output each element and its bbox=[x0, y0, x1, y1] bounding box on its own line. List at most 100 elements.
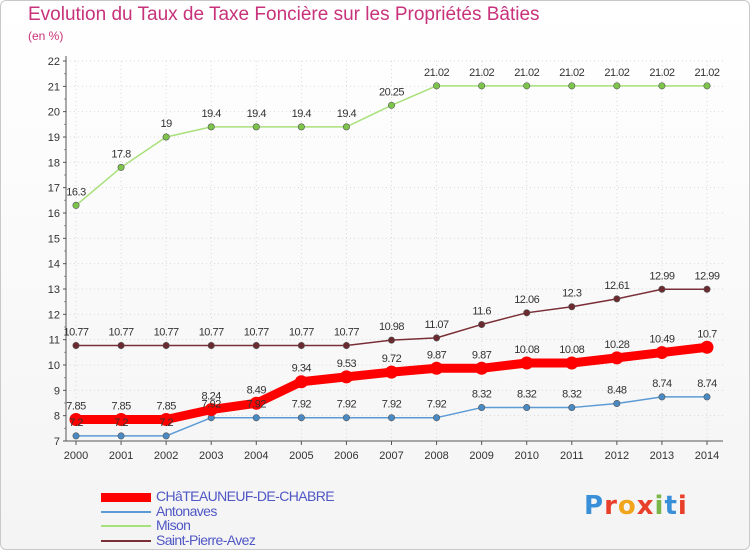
series-layer bbox=[69, 82, 714, 440]
data-label-antonaves: 8.32 bbox=[562, 389, 582, 401]
point-mison bbox=[523, 82, 531, 90]
point-antonaves bbox=[387, 414, 395, 422]
data-label-saint-pierre-avez: 10.77 bbox=[63, 326, 88, 338]
y-tick-label: 22 bbox=[48, 56, 60, 68]
data-label-mison: 20.25 bbox=[379, 86, 404, 98]
data-label-antonaves: 7.92 bbox=[382, 399, 402, 411]
point-saint-pierre-avez bbox=[162, 341, 170, 349]
data-label-saint-pierre-avez: 10.98 bbox=[379, 321, 404, 333]
point-ch-teauneuf-de-chabre bbox=[159, 412, 173, 426]
data-label-saint-pierre-avez: 11.07 bbox=[424, 319, 449, 331]
data-label-saint-pierre-avez: 10.77 bbox=[289, 326, 314, 338]
point-ch-teauneuf-de-chabre bbox=[700, 340, 714, 354]
point-antonaves bbox=[342, 414, 350, 422]
x-tick-label: 2002 bbox=[154, 450, 178, 462]
data-label-ch-teauneuf-de-chabre: 9.53 bbox=[337, 358, 357, 370]
brand-logo: Proxiti bbox=[584, 491, 688, 521]
point-mison bbox=[387, 101, 395, 109]
data-label-saint-pierre-avez: 12.99 bbox=[694, 270, 719, 282]
point-antonaves bbox=[613, 400, 621, 408]
point-ch-teauneuf-de-chabre bbox=[655, 346, 669, 360]
point-mison bbox=[207, 123, 215, 131]
y-tick-label: 10 bbox=[48, 360, 60, 372]
legend-label: CHâTEAUNEUF-DE-CHABRE bbox=[156, 488, 335, 504]
point-saint-pierre-avez bbox=[252, 341, 260, 349]
data-label-saint-pierre-avez: 10.77 bbox=[109, 326, 134, 338]
data-label-mison: 19.4 bbox=[247, 108, 267, 120]
point-ch-teauneuf-de-chabre bbox=[249, 396, 263, 410]
legend-swatch bbox=[101, 510, 151, 513]
point-ch-teauneuf-de-chabre bbox=[565, 356, 579, 370]
point-antonaves bbox=[297, 414, 305, 422]
point-mison bbox=[568, 82, 576, 90]
y-tick-label: 14 bbox=[48, 259, 60, 271]
data-label-ch-teauneuf-de-chabre: 10.08 bbox=[559, 344, 584, 356]
point-mison bbox=[613, 82, 621, 90]
data-label-ch-teauneuf-de-chabre: 9.34 bbox=[292, 363, 312, 375]
data-label-antonaves: 7.92 bbox=[292, 399, 312, 411]
data-label-ch-teauneuf-de-chabre: 10.7 bbox=[697, 328, 717, 340]
data-label-saint-pierre-avez: 10.77 bbox=[199, 326, 224, 338]
data-label-ch-teauneuf-de-chabre: 10.49 bbox=[649, 334, 674, 346]
point-mison bbox=[297, 123, 305, 131]
point-ch-teauneuf-de-chabre bbox=[204, 403, 218, 417]
x-tick-label: 2004 bbox=[244, 450, 268, 462]
x-tick-label: 2003 bbox=[199, 450, 223, 462]
y-tick-label: 7 bbox=[54, 436, 60, 448]
y-tick-label: 11 bbox=[49, 335, 60, 347]
data-label-mison: 21.02 bbox=[559, 67, 584, 79]
x-tick-label: 2010 bbox=[514, 450, 538, 462]
point-antonaves bbox=[72, 432, 80, 440]
axes: 7 8 9 10 11 12 13 14 15 16 17 18 19 20 21 22 2000 2001 200… bbox=[48, 56, 723, 462]
point-antonaves bbox=[703, 393, 711, 401]
data-label-ch-teauneuf-de-chabre: 7.85 bbox=[66, 400, 86, 412]
legend-swatch bbox=[101, 492, 151, 502]
point-mison bbox=[433, 82, 441, 90]
point-ch-teauneuf-de-chabre bbox=[69, 412, 83, 426]
point-saint-pierre-avez bbox=[342, 341, 350, 349]
point-mison bbox=[252, 123, 260, 131]
data-label-saint-pierre-avez: 12.99 bbox=[649, 270, 674, 282]
data-label-ch-teauneuf-de-chabre: 10.28 bbox=[604, 339, 629, 351]
legend-label: Saint-Pierre-Avez bbox=[156, 531, 256, 548]
point-antonaves bbox=[252, 414, 260, 422]
legend-label: Antonaves bbox=[156, 502, 217, 519]
point-antonaves bbox=[523, 404, 531, 412]
y-tick-label: 15 bbox=[48, 233, 60, 245]
y-tick-label: 19 bbox=[48, 132, 60, 144]
data-label-mison: 16.3 bbox=[66, 186, 86, 198]
data-label-antonaves: 8.74 bbox=[652, 378, 672, 390]
point-mison bbox=[117, 163, 125, 171]
x-tick-label: 2006 bbox=[334, 450, 358, 462]
data-label-mison: 21.02 bbox=[649, 67, 674, 79]
point-saint-pierre-avez bbox=[523, 309, 531, 317]
y-tick-label: 13 bbox=[48, 284, 60, 296]
x-tick-label: 2007 bbox=[379, 450, 403, 462]
data-label-antonaves: 7.92 bbox=[427, 399, 447, 411]
y-tick-label: 20 bbox=[48, 107, 60, 119]
data-label-antonaves: 7.2 bbox=[114, 417, 128, 429]
point-antonaves bbox=[568, 404, 576, 412]
data-label-mison: 21.02 bbox=[694, 67, 719, 79]
data-label-mison: 17.8 bbox=[111, 148, 131, 160]
data-label-saint-pierre-avez: 12.3 bbox=[562, 288, 582, 300]
data-label-ch-teauneuf-de-chabre: 9.87 bbox=[427, 349, 447, 361]
data-label-antonaves: 8.32 bbox=[472, 389, 492, 401]
x-tick-label: 2009 bbox=[469, 450, 493, 462]
data-label-saint-pierre-avez: 12.06 bbox=[514, 294, 539, 306]
point-mison bbox=[478, 82, 486, 90]
data-label-mison: 19.4 bbox=[292, 108, 312, 120]
point-antonaves bbox=[478, 404, 486, 412]
point-saint-pierre-avez bbox=[72, 341, 80, 349]
x-tick-label: 2001 bbox=[109, 450, 133, 462]
data-label-ch-teauneuf-de-chabre: 7.85 bbox=[156, 400, 176, 412]
point-saint-pierre-avez bbox=[117, 341, 125, 349]
point-antonaves bbox=[162, 432, 170, 440]
data-label-mison: 21.02 bbox=[514, 67, 539, 79]
data-label-mison: 19 bbox=[161, 118, 173, 130]
y-tick-label: 21 bbox=[48, 81, 60, 93]
data-label-antonaves: 7.2 bbox=[159, 417, 173, 429]
point-ch-teauneuf-de-chabre bbox=[430, 361, 444, 375]
point-ch-teauneuf-de-chabre bbox=[610, 351, 624, 365]
data-label-saint-pierre-avez: 10.77 bbox=[154, 326, 179, 338]
